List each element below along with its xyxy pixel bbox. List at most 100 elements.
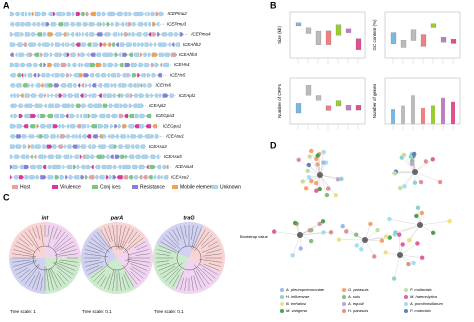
gene-arrow [147, 83, 153, 88]
node [336, 237, 342, 242]
gene-arrow [23, 124, 29, 129]
gene-arrow [81, 103, 87, 108]
gene-arrow [117, 164, 122, 170]
legend-dot [342, 309, 346, 313]
gene-arrow [98, 93, 103, 98]
gene-arrow [15, 83, 22, 88]
branch [201, 237, 216, 249]
gene-arrow [73, 175, 80, 180]
edge [394, 171, 416, 174]
box [325, 105, 332, 111]
gene-arrow [22, 134, 28, 139]
gene-arrow [179, 32, 184, 37]
node [408, 154, 414, 159]
gene-arrow [24, 93, 31, 98]
gene-arrow [57, 144, 63, 149]
gene-arrow [120, 103, 124, 108]
node [387, 235, 392, 240]
gene-arrow [80, 52, 86, 57]
gene-arrow [20, 22, 26, 27]
gene-arrow [118, 32, 121, 37]
gene-arrow [113, 103, 120, 108]
gene-arrow [97, 83, 103, 88]
gene-arrow [67, 32, 70, 37]
gene-arrow [148, 175, 153, 180]
edge [309, 156, 321, 176]
box [355, 38, 362, 50]
gene-arrow [140, 73, 144, 78]
gene-arrow [54, 32, 59, 37]
gene-arrow [125, 164, 132, 170]
branch [53, 237, 72, 252]
gene-arrow [12, 164, 19, 170]
box [305, 27, 312, 34]
gene-arrow [75, 11, 81, 17]
gene-arrow [65, 113, 69, 119]
gene-arrow [128, 103, 133, 108]
gene-arrow [126, 42, 133, 47]
gene-arrow [134, 124, 140, 129]
gene-arrow [37, 42, 41, 47]
legend-label: B. trehalosi [286, 301, 306, 306]
gene-arrow [25, 52, 30, 57]
gene-arrow [117, 73, 121, 78]
gene-arrow [112, 175, 117, 180]
branch [47, 225, 50, 237]
gene-arrow [118, 124, 122, 129]
gene-arrow [31, 83, 35, 88]
gene-arrow [116, 134, 120, 139]
gene-arrow [91, 83, 97, 88]
gene-arrow [13, 175, 18, 180]
gene-arrow [25, 22, 32, 27]
branch [28, 229, 39, 247]
gene-arrow [139, 113, 146, 119]
node [368, 221, 373, 227]
gene-arrow [38, 62, 43, 68]
box [440, 36, 447, 43]
gene-arrow [14, 62, 20, 68]
gene-arrow [138, 93, 145, 98]
gene-arrow [114, 62, 119, 68]
legend-swatch [132, 185, 138, 189]
gene-arrow [144, 62, 150, 68]
legend-label: A. equuli [347, 301, 364, 306]
branch [52, 227, 58, 239]
hub-node [397, 252, 403, 258]
node [397, 185, 403, 191]
gene-arrow [148, 32, 152, 37]
gene-arrow [31, 134, 35, 139]
gene-arrow [77, 83, 81, 88]
branch [125, 234, 141, 250]
gene-arrow [96, 22, 100, 27]
gene-arrow [102, 93, 107, 98]
gene-arrow [147, 73, 151, 78]
gene-arrow [106, 73, 110, 78]
gene-arrow [110, 113, 114, 119]
gene-arrow [39, 124, 46, 129]
gene-arrow [131, 62, 138, 68]
gene-arrow [110, 124, 114, 129]
gene-arrow [165, 52, 171, 57]
gene-arrow [48, 83, 54, 88]
gene-arrow [128, 175, 133, 180]
gene-arrow [117, 83, 122, 88]
gene-arrow [143, 52, 148, 57]
branch [108, 269, 115, 290]
gene-arrow [57, 164, 62, 170]
gene-arrow [156, 32, 161, 37]
gene-arrow [99, 22, 102, 27]
gene-arrow [13, 93, 17, 98]
gene-arrow [76, 164, 80, 170]
tree-title: int [42, 215, 50, 221]
gene-arrow [124, 93, 129, 98]
branch [196, 270, 206, 287]
branch [56, 266, 72, 279]
gene-arrow [114, 154, 120, 159]
gene-arrow [124, 32, 129, 37]
gene-arrow [73, 93, 79, 98]
gene-arrow [27, 42, 33, 47]
gene-arrow [29, 175, 36, 180]
branch [172, 274, 180, 287]
gene-arrow [9, 42, 16, 47]
gene-arrow [134, 144, 140, 149]
